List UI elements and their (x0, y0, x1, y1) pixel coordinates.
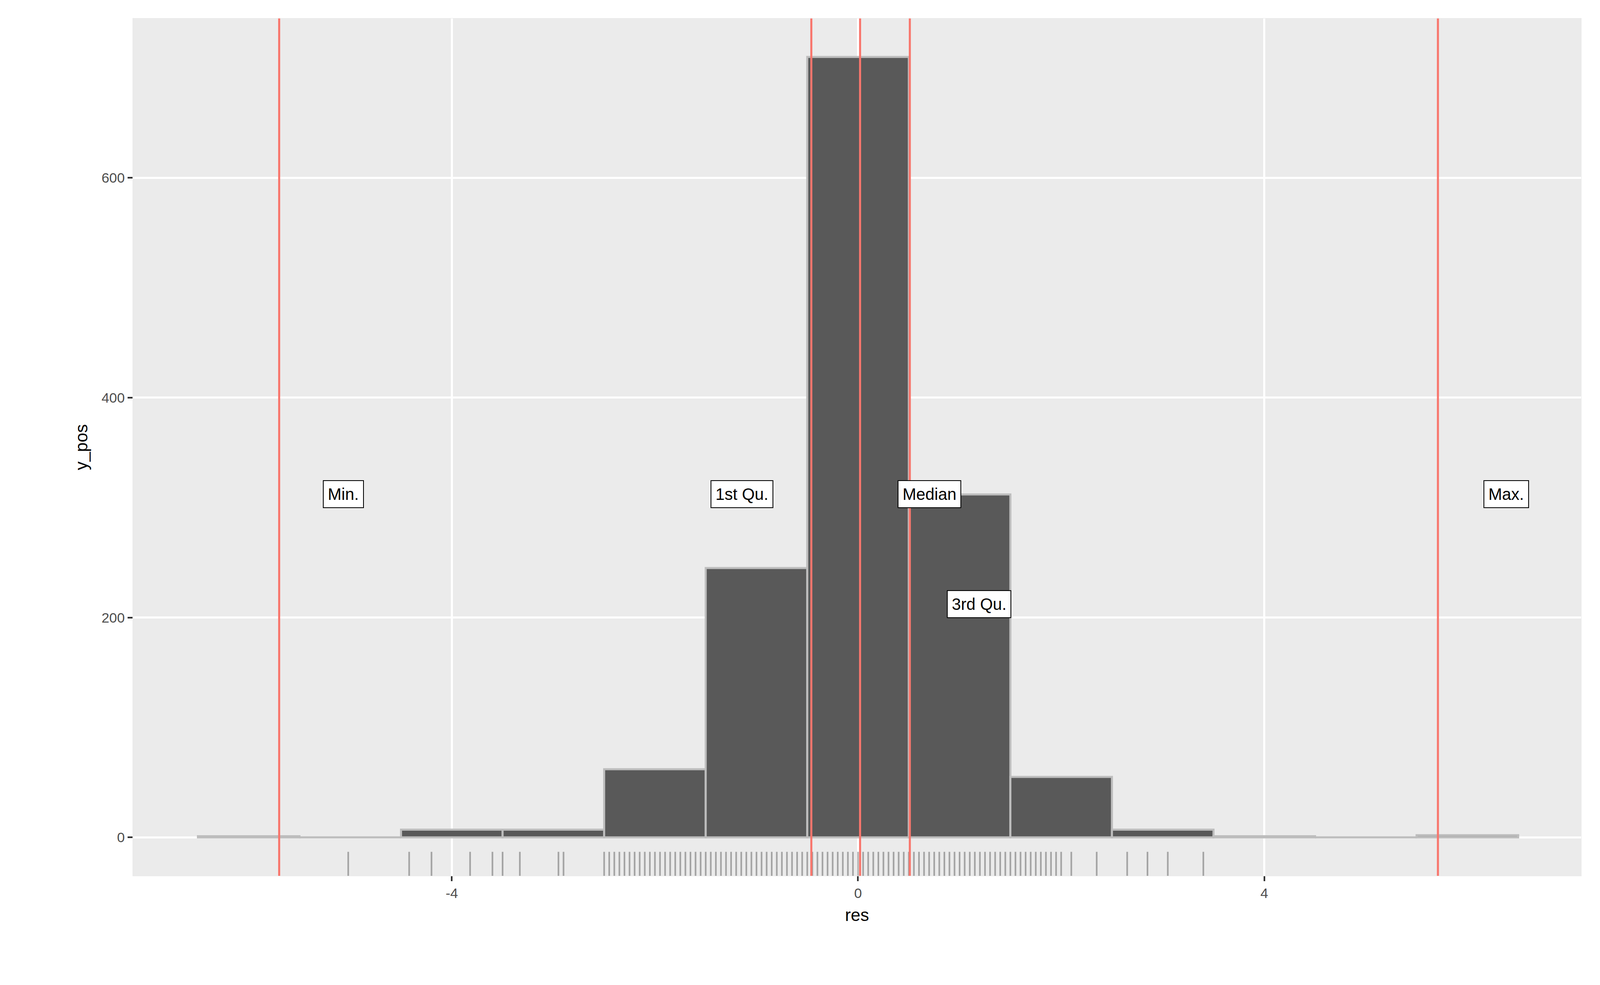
svg-text:y_pos: y_pos (71, 423, 92, 470)
svg-text:res: res (845, 905, 869, 925)
svg-text:1st Qu.: 1st Qu. (715, 484, 769, 503)
svg-text:Median: Median (902, 484, 957, 503)
svg-text:Min.: Min. (327, 484, 359, 503)
svg-text:0: 0 (116, 829, 125, 845)
svg-text:400: 400 (101, 389, 125, 406)
svg-text:-4: -4 (445, 884, 458, 901)
svg-text:3rd Qu.: 3rd Qu. (951, 594, 1007, 613)
svg-text:4: 4 (1260, 884, 1269, 901)
svg-text:0: 0 (854, 884, 862, 901)
svg-text:Max.: Max. (1488, 484, 1525, 503)
svg-text:200: 200 (101, 609, 125, 626)
svg-text:600: 600 (101, 169, 125, 186)
